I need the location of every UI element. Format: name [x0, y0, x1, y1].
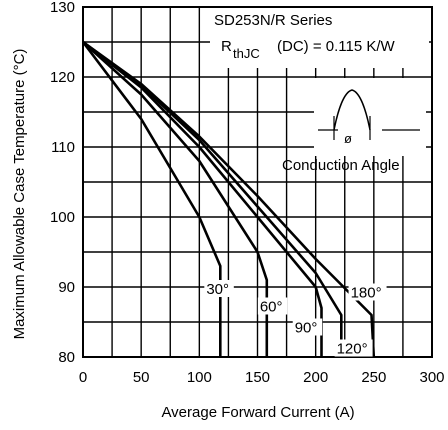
series-line: [82, 40, 323, 357]
series-label-mask: [204, 280, 234, 297]
x-tick-label: 250: [361, 369, 386, 386]
series-label: 30°: [206, 281, 229, 298]
y-tick-label: 110: [51, 139, 75, 156]
series-line: [82, 41, 269, 357]
chart-title: SD253N/R Series: [214, 12, 332, 29]
series-line: [82, 40, 343, 357]
y-tick-label: 100: [50, 209, 75, 226]
series-label: 120°: [337, 341, 368, 358]
series-label-mask: [257, 297, 288, 315]
plot-frame: [82, 6, 433, 358]
x-tick-label: 150: [245, 369, 270, 386]
series-line: [82, 40, 376, 358]
y-tick-label: 90: [58, 279, 75, 296]
inset-phi-symbol: ø: [344, 131, 352, 146]
rthjc-label: R: [221, 38, 232, 55]
y-axis-label: Maximum Allowable Case Temperature (°C): [11, 49, 28, 340]
x-tick-label: 100: [187, 369, 212, 386]
conduction-angle-inset: ø Conduction Angle: [282, 78, 426, 174]
title-box-mask: [210, 8, 429, 68]
rthjc-subscript: thJC: [233, 46, 260, 61]
x-tick-label: 300: [419, 369, 444, 386]
x-tick-label: 200: [303, 369, 328, 386]
y-tick-label: 80: [58, 349, 75, 366]
y-tick-label: 120: [50, 69, 75, 86]
series-label: 180°: [351, 285, 382, 302]
series-labels: 30° 60° 90° 120° 180°: [204, 280, 387, 358]
x-tick-label: 50: [133, 369, 150, 386]
tick-labels: 0 50 100 150 200 250 300 80 90 100 110 120 130: [50, 0, 445, 386]
series-label-mask: [292, 318, 323, 336]
series-label-mask: [334, 339, 373, 357]
inset-pulse: [333, 89, 371, 131]
series-label: 90°: [295, 320, 318, 337]
inset-label: Conduction Angle: [282, 157, 400, 174]
x-axis-label: Average Forward Current (A): [161, 404, 354, 421]
y-tick-label: 130: [50, 0, 75, 16]
series-label: 60°: [260, 299, 283, 316]
rthjc-value: (DC) = 0.115 K/W: [277, 38, 396, 55]
series-label-mask: [348, 283, 387, 301]
x-tick-label: 0: [79, 369, 87, 386]
